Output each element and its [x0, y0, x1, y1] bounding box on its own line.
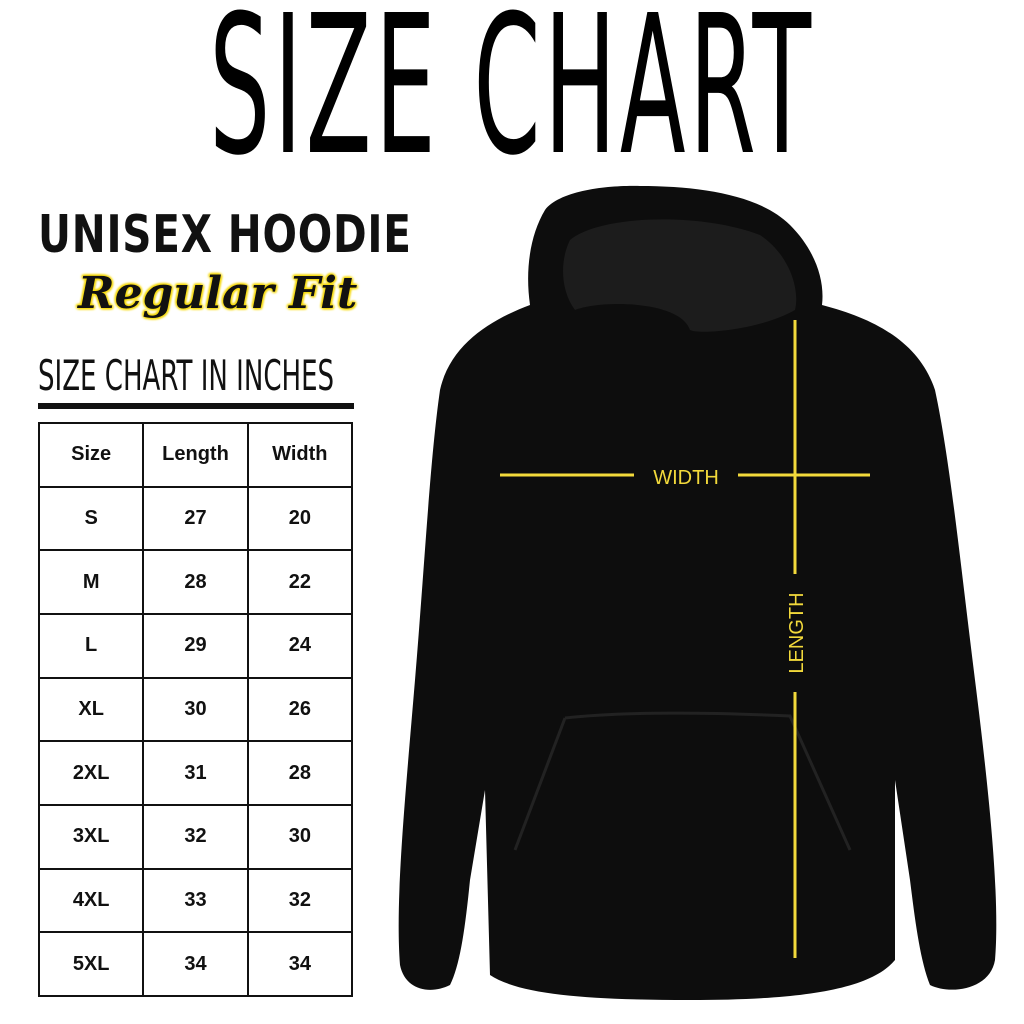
table-row: L 29 24 — [37, 612, 354, 679]
cell-size: S — [37, 485, 145, 552]
cell-length: 30 — [142, 676, 249, 743]
cell-size: 5XL — [37, 931, 145, 997]
cell-length: 27 — [142, 485, 249, 552]
cell-length: 34 — [142, 931, 249, 997]
table-row: 4XL 33 32 — [37, 867, 354, 934]
cell-width: 22 — [246, 549, 354, 615]
header-size: Size — [37, 422, 145, 488]
table-row: 3XL 32 30 — [37, 803, 354, 870]
cell-length: 31 — [142, 740, 249, 806]
header-length: Length — [142, 422, 249, 488]
cell-size: 2XL — [37, 740, 145, 806]
page-title: SIZE CHART — [209, 0, 815, 198]
table-row: M 28 22 — [37, 549, 354, 615]
size-table: Size Length Width S 27 20 M 28 22 L 29 24 XL 30… — [37, 422, 354, 997]
cell-length: 32 — [142, 803, 249, 870]
table-caption: SIZE CHART IN INCHES — [38, 351, 335, 400]
width-label: WIDTH — [653, 467, 719, 489]
cell-size: 4XL — [37, 867, 145, 934]
table-row: 2XL 31 28 — [37, 740, 354, 806]
pocket-seam — [513, 711, 852, 851]
cell-width: 30 — [246, 803, 354, 870]
cell-length: 33 — [142, 867, 249, 934]
header-width: Width — [246, 422, 354, 488]
cell-width: 24 — [246, 612, 354, 679]
caption-underline — [38, 403, 354, 409]
table-row: S 27 20 — [37, 485, 354, 552]
cell-size: M — [37, 549, 145, 615]
hoodie-body — [398, 185, 997, 1001]
cell-width: 20 — [246, 485, 354, 552]
cell-width: 28 — [246, 740, 354, 806]
product-name: UNISEX HOODIE — [38, 205, 412, 265]
cell-size: 3XL — [37, 803, 145, 870]
cell-width: 32 — [246, 867, 354, 934]
hood-inner-shadow — [563, 219, 797, 332]
table-row: 5XL 34 34 — [37, 931, 354, 997]
cell-width: 34 — [246, 931, 354, 997]
table-row: XL 30 26 — [37, 676, 354, 743]
cell-length: 28 — [142, 549, 249, 615]
cell-size: XL — [37, 676, 145, 743]
table-header-row: Size Length Width — [37, 422, 354, 488]
cell-size: L — [37, 612, 145, 679]
length-label: LENGTH — [786, 592, 808, 673]
cell-length: 29 — [142, 612, 249, 679]
fit-label: Regular Fit — [78, 268, 358, 319]
cell-width: 26 — [246, 676, 354, 743]
